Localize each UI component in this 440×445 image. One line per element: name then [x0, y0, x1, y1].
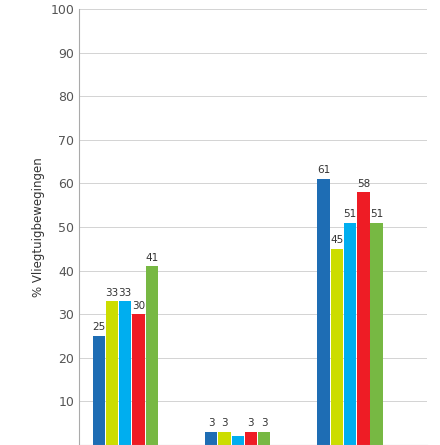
Text: 3: 3: [208, 418, 214, 429]
Text: 33: 33: [105, 287, 119, 298]
Text: 3: 3: [221, 418, 228, 429]
Bar: [331, 249, 343, 445]
Bar: [146, 266, 158, 445]
Text: 41: 41: [145, 253, 158, 263]
Bar: [92, 336, 105, 445]
Text: 51: 51: [344, 209, 357, 219]
Bar: [218, 432, 231, 445]
Bar: [231, 436, 244, 445]
Bar: [119, 301, 132, 445]
Text: 45: 45: [330, 235, 344, 245]
Text: 58: 58: [357, 178, 370, 189]
Text: 3: 3: [248, 418, 254, 429]
Bar: [245, 432, 257, 445]
Bar: [318, 179, 330, 445]
Text: 25: 25: [92, 323, 105, 332]
Bar: [205, 432, 217, 445]
Bar: [258, 432, 270, 445]
Bar: [132, 314, 145, 445]
Text: 30: 30: [132, 301, 145, 311]
Bar: [106, 301, 118, 445]
Text: 33: 33: [119, 287, 132, 298]
Text: 51: 51: [370, 209, 383, 219]
Y-axis label: % Vliegtuigbewegingen: % Vliegtuigbewegingen: [32, 157, 45, 297]
Text: 3: 3: [261, 418, 268, 429]
Bar: [344, 222, 356, 445]
Bar: [357, 192, 370, 445]
Bar: [370, 222, 383, 445]
Text: 61: 61: [317, 166, 330, 175]
